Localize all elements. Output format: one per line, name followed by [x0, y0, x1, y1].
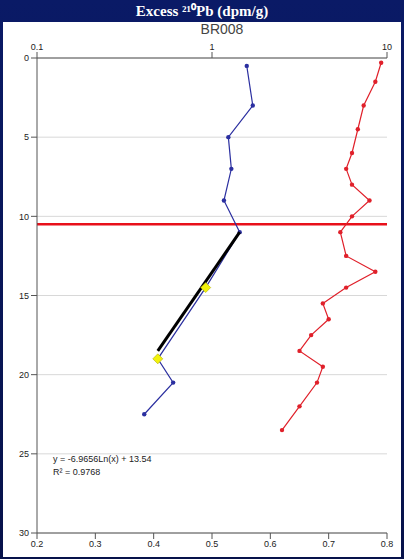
svg-text:0.1: 0.1: [31, 42, 44, 52]
html-text:BR008: BR008: [200, 21, 244, 37]
svg-text:25: 25: [19, 449, 29, 459]
svg-text:0.4: 0.4: [147, 539, 160, 549]
svg-text:0.7: 0.7: [322, 539, 335, 549]
svg-text:1: 1: [209, 42, 214, 52]
svg-text:15: 15: [19, 291, 29, 301]
svg-text:0.5: 0.5: [206, 539, 219, 549]
svg-text:20: 20: [19, 370, 29, 380]
html-text:R² = 0.9768: R² = 0.9768: [53, 467, 101, 477]
html-text:y = -6.9656Ln(x) + 13.54: y = -6.9656Ln(x) + 13.54: [53, 454, 152, 464]
svg-text:0.8: 0.8: [381, 539, 394, 549]
svg-text:10: 10: [382, 42, 392, 52]
svg-text:10: 10: [19, 212, 29, 222]
svg-text:5: 5: [24, 132, 29, 142]
svg-text:30: 30: [19, 528, 29, 538]
svg-text:0: 0: [24, 53, 29, 63]
svg-text:0.2: 0.2: [31, 539, 44, 549]
svg-text:0.6: 0.6: [264, 539, 277, 549]
svg-text:0.3: 0.3: [89, 539, 102, 549]
html-text:Excess ²¹⁰Pb (dpm/g): Excess ²¹⁰Pb (dpm/g): [135, 3, 269, 19]
